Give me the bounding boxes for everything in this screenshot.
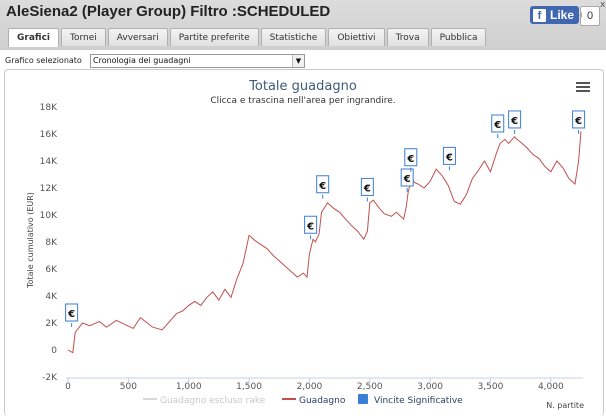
legend-item[interactable]: Guadagno (282, 396, 346, 406)
legend-label: Guadagno (299, 396, 346, 406)
chart-title: Totale guadagno (248, 79, 357, 94)
marker-flag (442, 146, 456, 165)
chart-subtitle: Clicca e trascina nell'area per ingrandi… (210, 96, 395, 106)
x-tick-label: 3,000 (417, 382, 443, 392)
tab-pubblica[interactable]: Pubblica (430, 28, 487, 46)
chart-panel (4, 69, 604, 416)
y-tick-label: 2K (45, 319, 58, 329)
like-count: 0 (579, 6, 600, 26)
legend-label: Guadagno escluso rake (160, 396, 266, 406)
y-tick-label: 16K (40, 130, 58, 140)
x-tick-label: 4,000 (538, 382, 564, 392)
marker-flag (304, 215, 318, 234)
close-icon[interactable]: x (600, 0, 606, 10)
series-line-guadagno[interactable] (67, 131, 582, 354)
marker-flag (491, 114, 505, 133)
y-tick-label: 6K (45, 265, 58, 275)
euro-icon: € (510, 116, 518, 127)
page-title: AleSiena2 (Player Group) Filtro :SCHEDUL… (6, 3, 331, 20)
euro-icon: € (406, 154, 414, 165)
significant-win-marker[interactable]: € (491, 114, 505, 138)
euro-icon: € (67, 309, 75, 320)
legend-box-swatch (358, 394, 368, 404)
significant-win-marker[interactable]: € (316, 175, 330, 199)
significant-win-marker[interactable]: € (304, 215, 318, 240)
marker-flag (508, 110, 522, 129)
legend-label: Vincite Significative (374, 396, 463, 406)
euro-icon: € (318, 181, 326, 192)
tab-trova[interactable]: Trova (386, 28, 429, 46)
chart-selector-value: Cronologia dei guadagni (93, 56, 191, 65)
facebook-icon: f (533, 8, 546, 22)
significant-win-marker[interactable]: € (572, 110, 586, 134)
tab-partite-preferite[interactable]: Partite preferite (169, 28, 259, 46)
marker-flag (400, 168, 414, 187)
euro-icon: € (574, 116, 582, 127)
x-tick-label: 3,500 (478, 382, 504, 392)
x-axis-label: N. partite (546, 401, 584, 410)
significant-win-marker[interactable]: € (404, 148, 418, 172)
like-label: Like (550, 8, 575, 22)
y-tick-label: 10K (40, 211, 58, 221)
x-tick-label: 2,500 (357, 382, 383, 392)
euro-icon: € (493, 120, 501, 131)
y-tick-label: -2K (42, 373, 58, 383)
facebook-like-button[interactable]: f Like (530, 6, 580, 24)
legend-item[interactable]: Vincite Significative (358, 394, 463, 406)
tab-obiettivi[interactable]: Obiettivi (328, 28, 385, 46)
y-tick-label: 0 (51, 346, 57, 356)
tab-tornei[interactable]: Tornei (61, 28, 106, 46)
tab-statistiche[interactable]: Statistiche (260, 28, 327, 46)
significant-win-marker[interactable]: € (508, 110, 522, 134)
y-tick-label: 8K (45, 238, 58, 248)
euro-icon: € (403, 174, 411, 185)
chart-selector-dropdown[interactable]: Cronologia dei guadagni ▼ (90, 54, 305, 68)
chevron-down-icon[interactable]: ▼ (292, 55, 304, 67)
marker-flag (360, 177, 374, 196)
legend-item[interactable]: Guadagno escluso rake (143, 396, 266, 406)
x-tick-label: 1,500 (236, 382, 262, 392)
marker-flag (65, 303, 79, 322)
y-tick-label: 18K (40, 103, 58, 113)
tab-avversari[interactable]: Avversari (107, 28, 168, 46)
title-bar: AleSiena2 (Player Group) Filtro :SCHEDUL… (0, 0, 606, 50)
chart-selector-label: Grafico selezionato (5, 56, 82, 65)
tab-bar: Grafici Tornei Avversari Partite preferi… (8, 28, 488, 47)
y-tick-label: 14K (40, 157, 58, 167)
x-tick-label: 0 (65, 382, 71, 392)
tab-grafici[interactable]: Grafici (8, 28, 59, 47)
y-axis-label: Totale cumulativo (EUR) (26, 192, 35, 289)
euro-icon: € (445, 152, 453, 163)
marker-flag (316, 175, 330, 194)
x-tick-label: 2,000 (297, 382, 323, 392)
y-tick-label: 4K (45, 292, 58, 302)
euro-icon: € (363, 183, 371, 194)
x-tick-label: 1,000 (176, 382, 202, 392)
significant-win-marker[interactable]: € (360, 177, 374, 202)
significant-win-marker[interactable]: € (65, 303, 79, 327)
significant-win-marker[interactable]: € (442, 146, 456, 171)
marker-flag (404, 148, 418, 167)
significant-win-marker[interactable]: € (400, 168, 414, 192)
x-tick-label: 500 (120, 382, 137, 392)
y-tick-label: 12K (40, 184, 58, 194)
euro-icon: € (306, 221, 314, 232)
menu-icon[interactable] (576, 82, 590, 92)
marker-flag (572, 110, 586, 129)
